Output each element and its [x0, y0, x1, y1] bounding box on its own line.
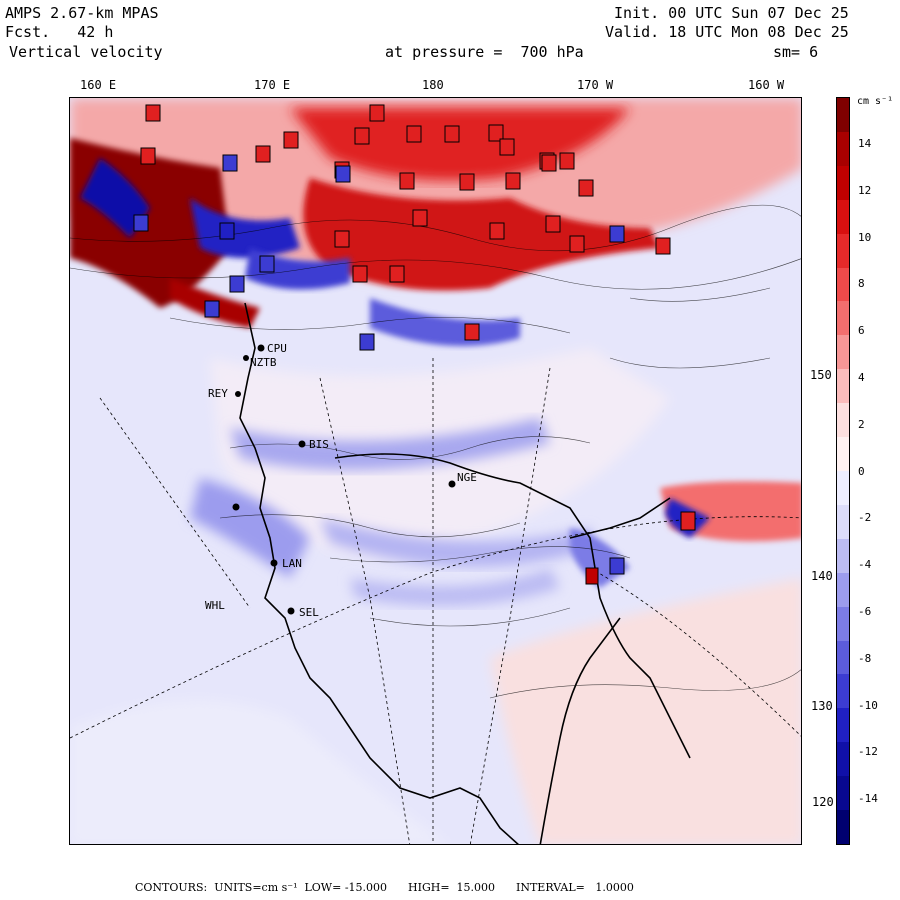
colorbar-segment	[837, 606, 849, 642]
station-label-sel: SEL	[299, 606, 319, 619]
station-label-whl: WHL	[205, 599, 225, 612]
station-label-cpu: CPU	[267, 342, 287, 355]
lon-label-180: 180	[422, 78, 444, 92]
colorbar-tick-label: -2	[858, 511, 872, 525]
colorbar-segment	[837, 131, 849, 167]
smoothing-value: sm= 6	[773, 43, 819, 61]
colorbar-segment	[837, 504, 849, 540]
lon-label-170w: 170 W	[577, 78, 614, 92]
colorbar-segment	[837, 267, 849, 302]
colorbar-tick-label: -12	[858, 745, 878, 759]
colorbar-segment	[837, 674, 849, 709]
colorbar-segment	[837, 335, 849, 370]
forecast-hour: Fcst. 42 h	[5, 23, 114, 41]
station-label-nge: NGE	[457, 471, 477, 484]
colorbar-tick-label: 8	[858, 277, 865, 291]
colorbar-segment	[837, 301, 849, 336]
valid-time: Valid. 18 UTC Mon 08 Dec 25	[605, 23, 849, 41]
station-label-nztb: NZTB	[250, 356, 277, 369]
colorbar-segment	[837, 165, 849, 201]
colorbar-segment	[837, 708, 849, 743]
colorbar-segment	[837, 572, 849, 608]
model-title: AMPS 2.67-km MPAS	[5, 4, 159, 22]
colorbar-tick-label: -8	[858, 651, 872, 665]
station-label-bis: BIS	[309, 438, 329, 451]
colorbar-segment	[837, 403, 849, 438]
lon-label-160e: 160 E	[80, 78, 117, 92]
colorbar-tick-label: -4	[858, 558, 872, 572]
colorbar-segment	[837, 471, 849, 506]
colorbar-segment	[837, 742, 849, 777]
pressure-level: at pressure = 700 hPa	[385, 43, 584, 61]
lon-label-170e: 170 E	[254, 78, 291, 92]
colorbar-segment	[837, 369, 849, 404]
vertical-velocity-field	[70, 98, 801, 844]
station-label-lan: LAN	[282, 557, 302, 570]
colorbar-tick-label: -6	[858, 605, 872, 618]
colorbar-segment	[837, 810, 849, 845]
colorbar-segment	[837, 98, 849, 133]
contour-info-footer: CONTOURS: UNITS=cm s⁻¹ LOW= -15.000 HIGH…	[135, 881, 634, 894]
colorbar-segment	[837, 199, 849, 235]
colorbar	[836, 97, 850, 845]
map-panel	[69, 97, 802, 845]
colorbar-tick-label: 2	[858, 417, 865, 431]
colorbar-segment	[837, 776, 849, 811]
field-name: Vertical velocity	[9, 43, 163, 61]
lon-label-160w: 160 W	[748, 78, 785, 92]
colorbar-tick-label: 0	[858, 464, 865, 478]
init-time: Init. 00 UTC Sun 07 Dec 25	[614, 4, 849, 22]
colorbar-tick-label: 4	[858, 371, 865, 384]
colorbar-tick-label: 10	[858, 230, 872, 244]
colorbar-tick-label: -10	[858, 698, 878, 712]
colorbar-segment	[837, 640, 849, 675]
colorbar-tick-label: -14	[858, 792, 878, 806]
colorbar-segment	[837, 233, 849, 269]
colorbar-tick-label: 12	[858, 183, 872, 197]
station-label-rey: REY	[208, 387, 228, 400]
colorbar-tick-label: 6	[858, 324, 865, 338]
colorbar-segment	[837, 437, 849, 472]
colorbar-unit: cm s⁻¹	[857, 96, 894, 107]
colorbar-segment	[837, 538, 849, 574]
colorbar-tick-label: 14	[858, 137, 872, 150]
